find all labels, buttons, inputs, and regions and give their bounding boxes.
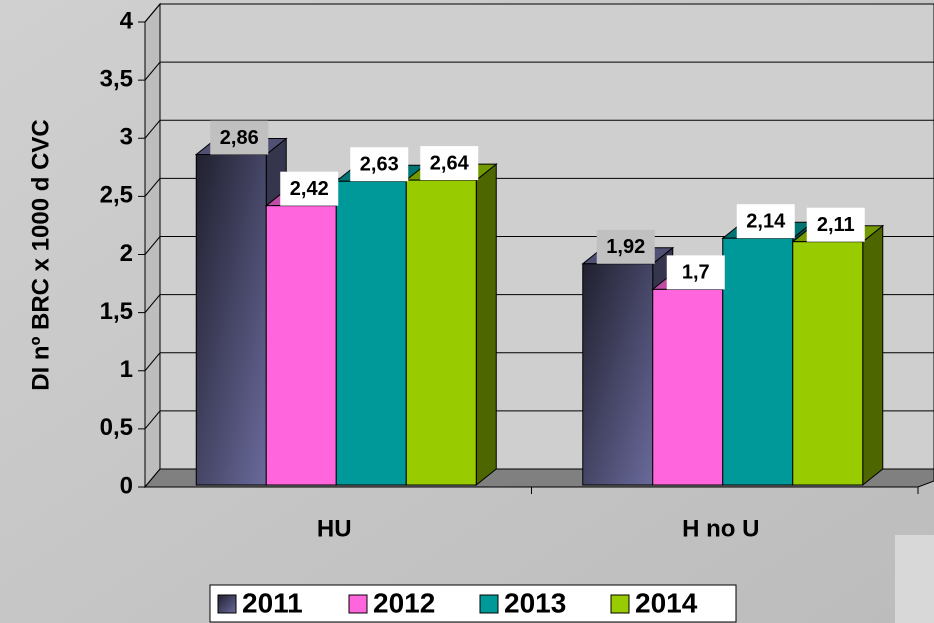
legend-swatch <box>217 594 237 614</box>
value-label-box <box>210 120 269 155</box>
grid-line <box>144 119 934 139</box>
value-label: 1,7 <box>682 262 710 284</box>
legend-label: 2014 <box>635 587 698 618</box>
value-label-box <box>806 207 865 242</box>
legend-swatch <box>479 594 499 614</box>
bar <box>792 241 864 486</box>
bar-side <box>475 163 497 487</box>
legend-swatch <box>610 594 630 614</box>
value-label: 2,11 <box>817 214 855 236</box>
value-label: 1,92 <box>606 236 645 258</box>
bar-side <box>862 224 884 487</box>
legend-box <box>209 584 737 623</box>
value-label-box <box>420 146 479 181</box>
bar <box>582 263 654 486</box>
bar <box>335 180 407 486</box>
x-tick-label: H no U <box>682 515 759 542</box>
bar <box>195 154 267 486</box>
value-label-box <box>596 229 655 264</box>
grid-line <box>144 61 934 81</box>
grid-line <box>144 3 934 23</box>
y-tick-label: 0 <box>120 472 133 499</box>
value-label-box <box>280 171 339 206</box>
corner-patch <box>895 535 934 623</box>
legend-label: 2012 <box>373 587 435 618</box>
legend-label: 2011 <box>242 587 303 618</box>
y-tick-label: 0,5 <box>100 414 133 441</box>
y-tick-label: 1,5 <box>100 298 133 325</box>
y-tick-label: 3 <box>120 124 133 151</box>
value-label-box <box>350 147 409 182</box>
y-axis-title: DI nº BRC x 1000 d CVC <box>27 119 54 391</box>
y-tick-label: 1 <box>120 356 133 383</box>
bar <box>722 237 794 486</box>
legend-label: 2013 <box>504 587 566 618</box>
x-tick-label: HU <box>317 515 352 542</box>
y-tick-label: 2,5 <box>100 182 133 209</box>
value-label-box <box>736 204 795 239</box>
value-label: 2,14 <box>746 211 786 233</box>
value-label: 2,86 <box>220 127 259 149</box>
value-label: 2,42 <box>290 178 329 200</box>
value-label-box <box>666 255 725 290</box>
legend-swatch <box>348 594 368 614</box>
bar <box>405 179 477 486</box>
y-tick-label: 4 <box>120 7 134 34</box>
value-label: 2,64 <box>430 152 470 174</box>
y-tick-label: 2 <box>120 240 133 267</box>
bar <box>265 205 337 486</box>
bar <box>652 288 724 486</box>
value-label: 2,63 <box>360 154 399 176</box>
grid-line <box>144 177 934 197</box>
grid-line <box>144 236 934 255</box>
y-tick-label: 3,5 <box>100 65 133 92</box>
